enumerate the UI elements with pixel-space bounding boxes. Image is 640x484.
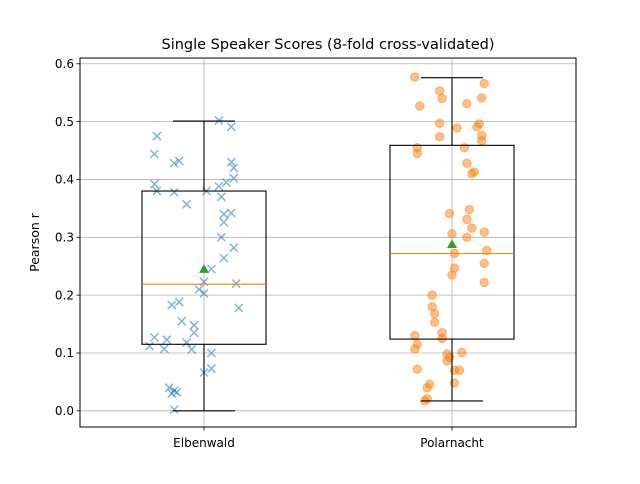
data-point-circle-marker xyxy=(479,78,489,89)
data-point-circle-marker xyxy=(479,227,489,237)
data-point-x-marker xyxy=(214,115,224,125)
data-point-circle-marker xyxy=(462,232,472,242)
data-point-x-marker xyxy=(162,335,172,345)
data-point-circle-marker xyxy=(457,347,467,358)
data-point-circle-marker xyxy=(462,214,472,225)
x-tick-label: Elbenwald xyxy=(173,436,235,450)
data-point-x-marker xyxy=(152,131,162,141)
data-point-circle-marker xyxy=(427,290,437,300)
plot-area-frame xyxy=(79,57,577,428)
data-point-circle-marker xyxy=(437,333,447,344)
data-point-x-marker xyxy=(174,156,184,166)
y-tick-label: 0.5 xyxy=(55,115,74,129)
data-point-circle-marker xyxy=(437,93,447,104)
x-tick-label: Polarnacht xyxy=(420,436,484,450)
data-point-x-marker xyxy=(177,316,187,326)
data-point-circle-marker xyxy=(479,277,489,288)
data-point-circle-marker xyxy=(429,308,440,319)
data-point-circle-marker xyxy=(462,98,472,109)
data-point-x-marker xyxy=(216,192,226,202)
y-tick-label: 0.0 xyxy=(55,404,74,418)
data-point-circle-marker xyxy=(467,223,477,233)
data-point-circle-marker xyxy=(434,118,445,129)
data-point-circle-marker xyxy=(442,356,452,366)
data-point-circle-marker xyxy=(412,364,422,374)
data-point-x-marker xyxy=(199,288,209,298)
chart-title: Single Speaker Scores (8-fold cross-vali… xyxy=(162,37,495,53)
data-point-x-marker xyxy=(216,232,226,242)
data-point-x-marker xyxy=(164,383,174,393)
mean-marker-triangle xyxy=(199,264,209,273)
data-point-x-marker xyxy=(189,328,199,338)
data-point-x-marker xyxy=(169,187,179,197)
data-point-x-marker xyxy=(167,300,177,310)
data-point-circle-marker xyxy=(472,122,482,132)
data-point-circle-marker xyxy=(410,330,420,341)
data-point-x-marker xyxy=(229,243,239,253)
data-point-x-marker xyxy=(149,179,159,189)
data-point-x-marker xyxy=(219,253,229,263)
data-point-x-marker xyxy=(149,149,159,159)
data-point-circle-marker xyxy=(459,142,470,153)
data-point-x-marker xyxy=(226,208,236,218)
data-point-x-marker xyxy=(206,364,216,374)
y-tick-label: 0.1 xyxy=(55,346,74,360)
y-tick-label: 0.6 xyxy=(55,57,74,71)
data-point-x-marker xyxy=(159,344,169,354)
data-point-x-marker xyxy=(221,177,231,187)
data-point-circle-marker xyxy=(447,270,457,280)
y-tick-label: 0.3 xyxy=(55,230,74,244)
data-point-x-marker xyxy=(226,122,236,132)
data-point-x-marker xyxy=(182,338,192,348)
data-point-x-marker xyxy=(169,405,179,415)
data-point-circle-marker xyxy=(410,72,420,82)
data-point-circle-marker xyxy=(467,168,477,179)
data-point-circle-marker xyxy=(412,148,422,159)
data-point-x-marker xyxy=(229,163,239,173)
data-point-circle-marker xyxy=(477,136,487,146)
data-point-x-marker xyxy=(229,173,239,183)
data-point-x-marker xyxy=(231,279,241,289)
data-point-circle-marker xyxy=(415,101,425,111)
data-point-circle-marker xyxy=(452,123,462,133)
data-point-x-marker xyxy=(187,344,197,355)
boxes xyxy=(141,77,515,412)
data-point-x-marker xyxy=(174,297,184,307)
data-point-x-marker xyxy=(214,181,224,191)
y-tick-label: 0.2 xyxy=(55,288,74,302)
y-tick-label: 0.4 xyxy=(55,173,74,187)
data-point-circle-marker xyxy=(444,208,455,219)
data-point-x-marker xyxy=(167,388,177,398)
data-point-circle-marker xyxy=(477,93,487,103)
data-point-circle-marker xyxy=(410,344,420,354)
data-point-circle-marker xyxy=(454,365,465,376)
data-point-circle-marker xyxy=(464,204,475,215)
data-point-x-marker xyxy=(219,209,229,219)
data-point-circle-marker xyxy=(447,229,457,239)
data-point-x-marker xyxy=(144,341,154,351)
data-point-x-marker xyxy=(182,199,192,209)
data-point-x-marker xyxy=(169,158,179,168)
y-axis-label: Pearson r xyxy=(27,212,42,272)
data-point-x-marker xyxy=(234,303,244,313)
data-point-circle-marker xyxy=(479,258,489,269)
data-point-circle-marker xyxy=(434,131,445,142)
data-point-circle-marker xyxy=(462,158,472,168)
data-point-x-marker xyxy=(206,264,216,274)
axes: 0.0 0.1 0.2 0.3 0.4 0.5 0.6 Elbenwald Polarnacht xyxy=(55,57,484,450)
mean-marker-triangle xyxy=(447,239,457,248)
data-point-x-marker xyxy=(206,348,216,358)
data-point-circle-marker xyxy=(429,317,440,328)
data-point-x-marker xyxy=(189,320,199,330)
data-point-circle-marker xyxy=(482,245,492,256)
data-point-x-marker xyxy=(149,332,159,342)
data-point-x-marker xyxy=(219,217,229,227)
data-point-circle-marker xyxy=(422,382,432,393)
data-point-x-marker xyxy=(226,157,236,167)
